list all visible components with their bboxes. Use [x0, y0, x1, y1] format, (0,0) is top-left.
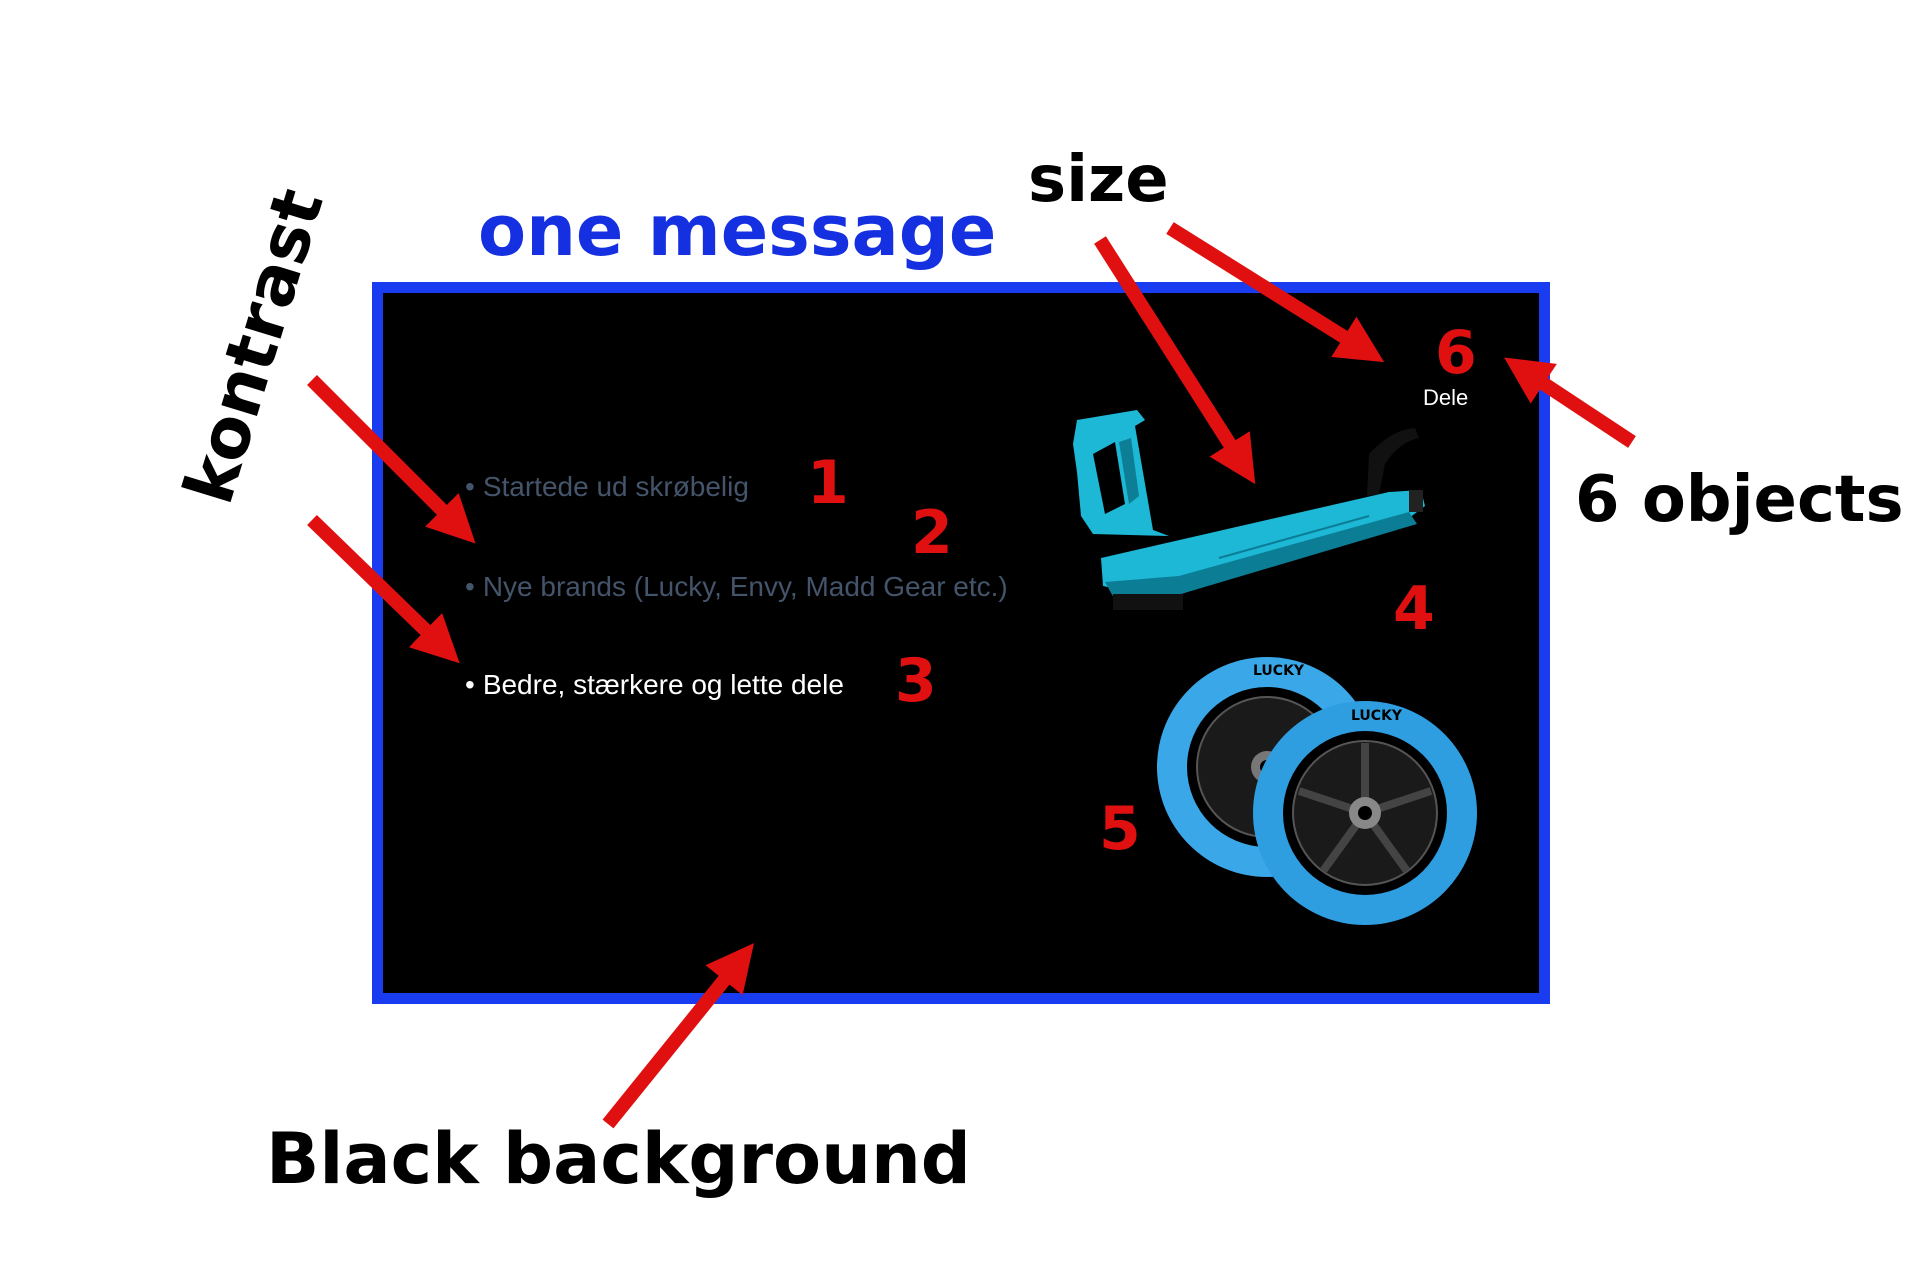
bullet-dot: •: [465, 571, 475, 602]
bullet-text-1: Startede ud skrøbelig: [482, 471, 749, 502]
number-3: 3: [895, 646, 937, 716]
size-label: size: [1028, 143, 1169, 217]
six-objects-label: 6 objects: [1575, 463, 1904, 537]
number-6: 6: [1435, 318, 1477, 388]
bullet-item-1: • Startede ud skrøbelig: [465, 471, 749, 503]
bullet-item-2: • Nye brands (Lucky, Envy, Madd Gear etc.…: [465, 571, 1008, 603]
bullet-dot: •: [465, 669, 475, 700]
wheel-brand-text-back: LUCKY: [1253, 663, 1305, 679]
front-wheel: [1253, 701, 1477, 925]
slide-frame: • Startede ud skrøbelig 1 • Nye brands (Lu…: [372, 282, 1550, 1004]
number-4: 4: [1393, 574, 1435, 644]
bullet-item-3: • Bedre, stærkere og lette dele: [465, 669, 844, 701]
number-2: 2: [911, 498, 953, 568]
bullet-text-2: Nye brands (Lucky, Envy, Madd Gear etc.): [482, 571, 1008, 602]
one-message-label: one message: [478, 190, 997, 272]
kontrast-label: kontrast: [169, 180, 340, 513]
wheel-brand-text-front: LUCKY: [1351, 708, 1403, 724]
bullet-text-3: Bedre, stærkere og lette dele: [482, 669, 844, 700]
scooter-deck-image: [1073, 410, 1425, 610]
wheels-image: LUCKY LUCKY: [1157, 657, 1477, 925]
bullet-dot: •: [465, 471, 475, 502]
dele-label: Dele: [1423, 385, 1469, 410]
number-5: 5: [1099, 794, 1141, 864]
black-background-label: Black background: [266, 1118, 971, 1200]
number-1: 1: [807, 448, 849, 518]
